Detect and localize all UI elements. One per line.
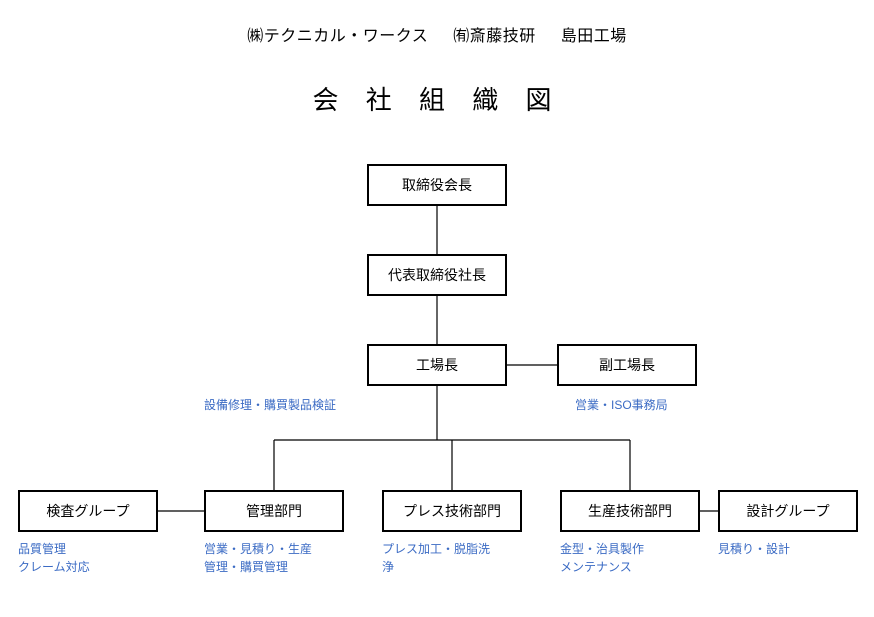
node-admin-desc: 営業・見積り・生産 管理・購買管理 xyxy=(204,540,312,576)
node-plant-manager: 工場長 xyxy=(367,344,507,386)
node-design-label: 設計グループ xyxy=(746,501,829,521)
header-companies: ㈱テクニカル・ワークス ㈲斎藤技研 島田工場 xyxy=(0,22,874,46)
node-admin-dept: 管理部門 xyxy=(204,490,344,532)
node-plant-manager-label: 工場長 xyxy=(416,355,458,375)
company-1: ㈱テクニカル・ワークス xyxy=(247,28,428,45)
page-title: 会 社 組 織 図 xyxy=(0,80,874,117)
node-president: 代表取締役社長 xyxy=(367,254,507,296)
node-admin-label: 管理部門 xyxy=(246,501,302,521)
node-design-desc: 見積り・設計 xyxy=(718,540,790,558)
node-prodtech-label: 生産技術部門 xyxy=(588,501,672,521)
node-prodtech-dept: 生産技術部門 xyxy=(560,490,700,532)
node-press-label: プレス技術部門 xyxy=(403,501,501,521)
node-deputy-desc: 営業・ISO事務局 xyxy=(575,396,668,414)
node-press-dept: プレス技術部門 xyxy=(382,490,522,532)
node-deputy-label: 副工場長 xyxy=(599,355,655,375)
node-inspection-label: 検査グループ xyxy=(46,501,129,521)
node-press-desc: プレス加工・脱脂洗 浄 xyxy=(382,540,490,576)
node-prodtech-desc: 金型・治具製作 メンテナンス xyxy=(560,540,644,576)
company-2: ㈲斎藤技研 xyxy=(453,28,536,45)
node-chairman-label: 取締役会長 xyxy=(402,175,472,195)
node-chairman: 取締役会長 xyxy=(367,164,507,206)
node-design-group: 設計グループ xyxy=(718,490,858,532)
company-3: 島田工場 xyxy=(561,28,627,45)
node-inspection-group: 検査グループ xyxy=(18,490,158,532)
node-deputy-plant-manager: 副工場長 xyxy=(557,344,697,386)
node-president-label: 代表取締役社長 xyxy=(388,265,486,285)
node-plant-manager-desc: 設備修理・購買製品検証 xyxy=(204,396,336,414)
node-inspection-desc: 品質管理 クレーム対応 xyxy=(18,540,90,576)
